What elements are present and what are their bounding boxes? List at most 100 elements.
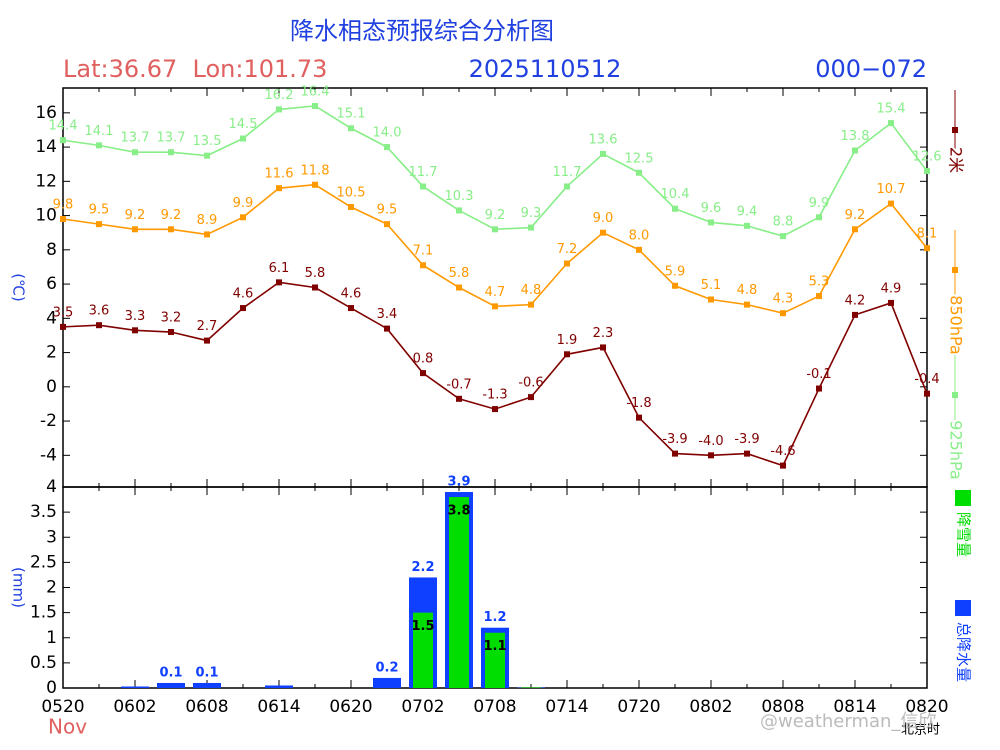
data-label: 9.4 xyxy=(737,204,758,219)
marker xyxy=(204,231,210,238)
marker xyxy=(240,214,246,221)
marker xyxy=(528,394,534,401)
data-label: 9.3 xyxy=(521,206,542,221)
y-tick-label: 3 xyxy=(46,527,57,547)
x-tick-label: 0820 xyxy=(905,697,948,717)
marker xyxy=(600,344,606,351)
data-label: -1.8 xyxy=(626,396,651,411)
data-label: 11.8 xyxy=(301,163,330,178)
marker xyxy=(492,226,498,233)
data-label: 7.1 xyxy=(413,244,434,259)
bar xyxy=(193,682,221,688)
data-label: 13.7 xyxy=(157,131,186,146)
y-tick-label: 1.5 xyxy=(30,603,57,623)
bar xyxy=(265,685,293,688)
y-tick-label: 14 xyxy=(35,137,57,157)
marker xyxy=(60,216,66,223)
marker xyxy=(816,385,822,392)
y-tick-label: 2.5 xyxy=(30,552,57,572)
marker xyxy=(564,260,570,267)
run: 2025110512 xyxy=(469,55,622,83)
y-tick-label: 0.5 xyxy=(30,653,57,673)
marker xyxy=(672,205,678,212)
data-label: 5.8 xyxy=(449,266,470,281)
data-label: -4.0 xyxy=(698,434,723,449)
legend-marker xyxy=(952,392,958,398)
bar xyxy=(121,686,149,688)
legend-swatch xyxy=(955,490,971,506)
data-label: 4.6 xyxy=(233,287,254,302)
data-label: 0.8 xyxy=(413,352,434,367)
y-tick-label: 1 xyxy=(46,628,57,648)
data-label: 11.7 xyxy=(409,165,438,180)
marker xyxy=(132,327,138,334)
y-tick-label: 6 xyxy=(46,274,57,294)
data-label: 3.9 xyxy=(447,475,470,490)
data-label: 3.2 xyxy=(161,311,182,326)
data-label: 3.6 xyxy=(89,304,110,319)
marker xyxy=(132,149,138,156)
marker xyxy=(420,370,426,377)
data-label: 5.8 xyxy=(305,266,326,281)
bar xyxy=(413,612,433,688)
marker xyxy=(528,301,534,308)
bar xyxy=(449,497,469,688)
data-label: 14.1 xyxy=(85,124,114,139)
data-label: 0.2 xyxy=(375,660,398,675)
data-label: 7.2 xyxy=(557,242,578,257)
x-tick-label: 0620 xyxy=(329,697,372,717)
marker xyxy=(96,221,102,228)
data-label: 9.9 xyxy=(809,196,830,211)
marker xyxy=(636,414,642,421)
marker xyxy=(168,149,174,156)
legend-label: 2米 xyxy=(947,147,966,173)
y-tick-label: 10 xyxy=(35,206,57,226)
data-label: 4.3 xyxy=(773,292,794,307)
data-label: 1.9 xyxy=(557,333,578,348)
range: 000−072 xyxy=(815,55,927,83)
marker xyxy=(924,168,930,175)
x-tick-label: 0602 xyxy=(113,697,156,717)
marker xyxy=(816,214,822,221)
x-tick-label: 0708 xyxy=(473,697,516,717)
marker xyxy=(780,462,786,469)
data-label: 12.6 xyxy=(913,150,942,165)
x-tick-label: 0808 xyxy=(761,697,804,717)
data-label: 8.0 xyxy=(629,228,650,243)
data-label: -3.9 xyxy=(662,432,687,447)
data-label: 10.3 xyxy=(445,189,474,204)
marker xyxy=(312,181,318,188)
y-tick-label: -4 xyxy=(40,445,57,465)
marker xyxy=(312,284,318,291)
title: 降水相态预报综合分析图 xyxy=(290,17,554,45)
marker xyxy=(240,305,246,312)
marker xyxy=(168,226,174,233)
x-tick-label: 0714 xyxy=(545,697,588,717)
data-label: 0.1 xyxy=(159,665,182,680)
marker xyxy=(168,329,174,336)
marker xyxy=(744,450,750,457)
marker xyxy=(276,279,282,286)
x-tick-label: 0702 xyxy=(401,697,444,717)
marker xyxy=(564,351,570,358)
data-label: 8.8 xyxy=(773,215,794,230)
marker xyxy=(924,245,930,252)
marker xyxy=(348,125,354,132)
x-tick-label: 0614 xyxy=(257,697,300,717)
marker xyxy=(924,390,930,397)
data-label: 1.2 xyxy=(483,610,506,625)
data-label: 9.5 xyxy=(377,203,398,218)
y-axis-label: (℃) xyxy=(10,273,28,302)
legend-label: 总降水量 xyxy=(955,622,973,682)
marker xyxy=(96,142,102,149)
data-label: -4.6 xyxy=(770,444,795,459)
data-label: 13.6 xyxy=(589,132,618,147)
data-label: 0.1 xyxy=(195,665,218,680)
data-label: 5.9 xyxy=(665,264,686,279)
marker xyxy=(348,305,354,312)
bar xyxy=(157,682,185,688)
data-label: -1.3 xyxy=(482,388,507,403)
marker xyxy=(600,229,606,236)
y-tick-label: 0 xyxy=(46,678,57,698)
data-label: 9.2 xyxy=(161,208,182,223)
